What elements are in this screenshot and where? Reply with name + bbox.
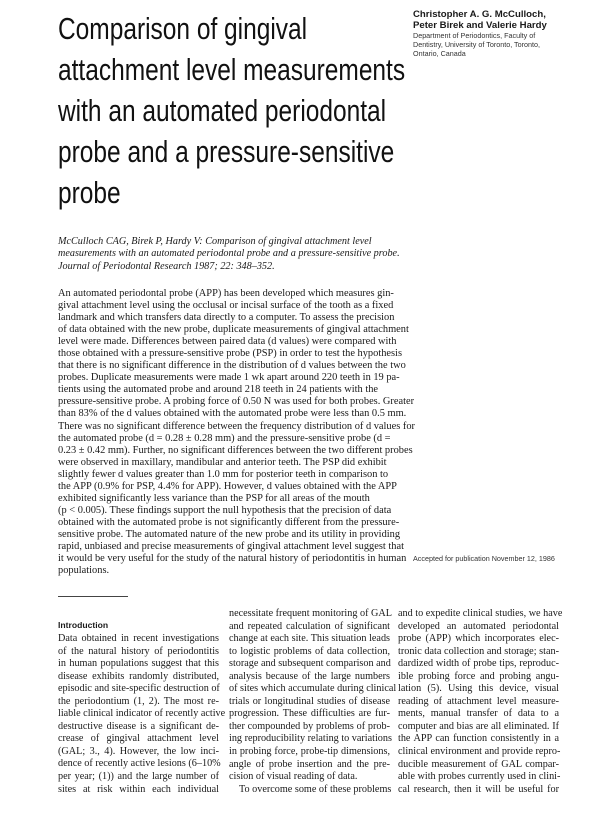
body-line: episodic and site-specific destruction o…: [58, 683, 220, 695]
body-line: Data obtained in recent investigations: [58, 633, 219, 644]
body-line: liable clinical indicator of recently ac…: [58, 708, 226, 720]
abstract-line: populations.: [58, 565, 110, 577]
body-line: sites at risk within each individual: [58, 783, 219, 795]
abstract-line: that there is no significant difference …: [58, 360, 406, 372]
body-line: ible probing force and probing angu-: [398, 670, 559, 682]
body-line: necessitate frequent monitoring of GAL: [229, 608, 392, 619]
body-line: of the natural history of periodontitis: [58, 645, 219, 657]
abstract-line: obtained with the automated probe is not…: [58, 516, 400, 528]
body-line: angle of probe insertion and the pre-: [229, 758, 390, 770]
abstract-line: were observed in maxillary, mandibular a…: [58, 456, 387, 468]
abstract-line: An automated periodontal probe (APP) has…: [58, 288, 394, 299]
body-line: and repeated calculation of significant: [229, 620, 390, 632]
body-line: dence of recently active lesions (6–10%: [58, 758, 221, 770]
abstract-line: slightly fewer d values greater than 1.0…: [58, 468, 389, 480]
accepted-date: Accepted for publication November 12, 19…: [413, 554, 555, 563]
body-line: computer and bias are all eliminated. If: [398, 720, 559, 732]
author-line: Christopher A. G. McCulloch,: [413, 9, 546, 20]
body-line: disease exhibits randomly distributed,: [58, 670, 219, 682]
abstract-line: landmark and which transfers data direct…: [58, 312, 395, 324]
body-line: probe (APP) which incorporates elec-: [398, 633, 559, 645]
body-line: cision of visual reading of data.: [229, 771, 358, 783]
author-line: Peter Birek and Valerie Hardy: [413, 20, 547, 31]
body-line: cal research, then it will be useful for: [398, 783, 559, 795]
abstract: An automated periodontal probe (APP) has…: [58, 288, 415, 577]
body-line: per year; (1)) and the large number of: [58, 771, 219, 783]
body-line: developed an automated periodontal: [398, 620, 559, 632]
body-line: clinical environment and provide repro-: [398, 746, 561, 758]
body-line: lation (5). Using this device, visual: [398, 683, 559, 695]
body-line: progression. These difficulties are fur-: [229, 708, 390, 720]
citation: McCulloch CAG, Birek P, Hardy V: Compari…: [58, 236, 400, 273]
abstract-line: (p < 0.005). These findings support the …: [58, 504, 392, 516]
body-line: in probing force, probe-tip dimensions,: [229, 746, 390, 758]
abstract-line: those obtained with a pressure-sensitive…: [58, 348, 402, 360]
body-line: the periodontium (1, 2). The most re-: [58, 695, 219, 707]
author-names: Christopher A. G. McCulloch, Peter Birek …: [413, 9, 547, 31]
abstract-line: the automated probe (d = 0.28 ± 0.28 mm)…: [58, 432, 391, 444]
abstract-line: sensitive probe. The automated nature of…: [58, 528, 401, 540]
affiliation-line: Dentistry, University of Toronto, Toront…: [413, 40, 541, 49]
abstract-line: probes. Duplicate measurements were made…: [58, 372, 400, 384]
citation-line: McCulloch CAG, Birek P, Hardy V: Compari…: [58, 236, 372, 247]
body-line: crease of gingival attachment level: [58, 733, 219, 745]
title-line: probe and a pressure-sensitive: [58, 134, 395, 169]
body-line: ing reproducibility relating to variatio…: [229, 733, 392, 745]
abstract-line: tients using the automated probe and aro…: [58, 384, 379, 396]
body-line: To overcome some of these problems: [239, 783, 392, 795]
body-line: (GAL; 3., 4). However, the low inci-: [58, 745, 219, 757]
abstract-line: There was no significant difference betw…: [58, 420, 416, 432]
body-line: dardized width of probe tips, reproduc-: [398, 658, 559, 670]
body-line: trials or longitudinal studies of diseas…: [229, 695, 390, 707]
abstract-line: exhibited significantly less variance th…: [58, 492, 370, 504]
body-line: able with probes currently used in clini…: [398, 771, 561, 783]
body-line: to logistic problems of data collection,: [229, 645, 390, 657]
citation-line: measurements with an automated periodont…: [58, 248, 400, 260]
section-divider: [58, 596, 128, 597]
body-line: analysis because of the large numbers: [229, 670, 390, 682]
abstract-line: of data obtained with the new probe, dup…: [58, 324, 409, 336]
body-line: ther compounded by problems of prob-: [229, 720, 390, 732]
article-title: Comparison of gingival attachment level m…: [58, 8, 538, 213]
body-column-2: necessitate frequent monitoring of GAL an…: [229, 608, 397, 796]
abstract-line: rapid, unbiased and precise measurements…: [58, 540, 404, 552]
affiliation-line: Ontario, Canada: [413, 49, 466, 58]
body-line: ducible measurement of GAL compar-: [398, 758, 559, 770]
body-line: destructive disease is a significant de-: [58, 720, 219, 732]
abstract-line: 0.23 ± 0.42 mm). Further, no significant…: [58, 444, 413, 456]
body-line: reading of attachment level measure-: [398, 695, 559, 707]
abstract-line: the APP (0.9% for PSP, 4.4% for APP). Ho…: [58, 480, 397, 492]
body-line: of sites which accumulate during clinica…: [229, 683, 397, 695]
abstract-line: level were made. Differences between pai…: [58, 336, 397, 348]
author-block: Christopher A. G. McCulloch, Peter Birek …: [413, 9, 547, 58]
body-line: ments, manual transfer of data to a: [398, 708, 559, 720]
body-column-3: and to expedite clinical studies, we hav…: [398, 608, 563, 796]
author-affiliation: Department of Periodontics, Faculty of De…: [413, 31, 547, 58]
abstract-line: gival attachment level using the occlusa…: [58, 300, 394, 312]
body-line: storage and subsequent comparison and: [229, 658, 391, 670]
body-line: in human populations suggest that this: [58, 658, 219, 670]
body-line: the APP can function consistently in a: [398, 733, 559, 745]
citation-line: Journal of Periodontal Research 1987; 22…: [58, 260, 275, 272]
title-line: Comparison of gingival: [58, 11, 308, 46]
body-column-1: Data obtained in recent investigations of…: [58, 633, 226, 796]
section-heading-introduction: Introduction: [58, 620, 109, 630]
abstract-line: pressure-sensitive probe. A probing forc…: [58, 396, 415, 408]
title-line: probe: [58, 175, 121, 210]
body-line: tronic data collection and storage; stan…: [398, 645, 559, 657]
title-line: with an automated periodontal: [58, 93, 387, 128]
abstract-line: than 83% of the d values obtained with t…: [58, 408, 407, 420]
abstract-line: it would be very useful for the study of…: [58, 553, 407, 565]
body-line: change at each site. This situation lead…: [229, 633, 390, 645]
affiliation-line: Department of Periodontics, Faculty of: [413, 31, 536, 40]
title-line: attachment level measurements: [58, 52, 406, 87]
body-line: and to expedite clinical studies, we hav…: [398, 608, 563, 619]
